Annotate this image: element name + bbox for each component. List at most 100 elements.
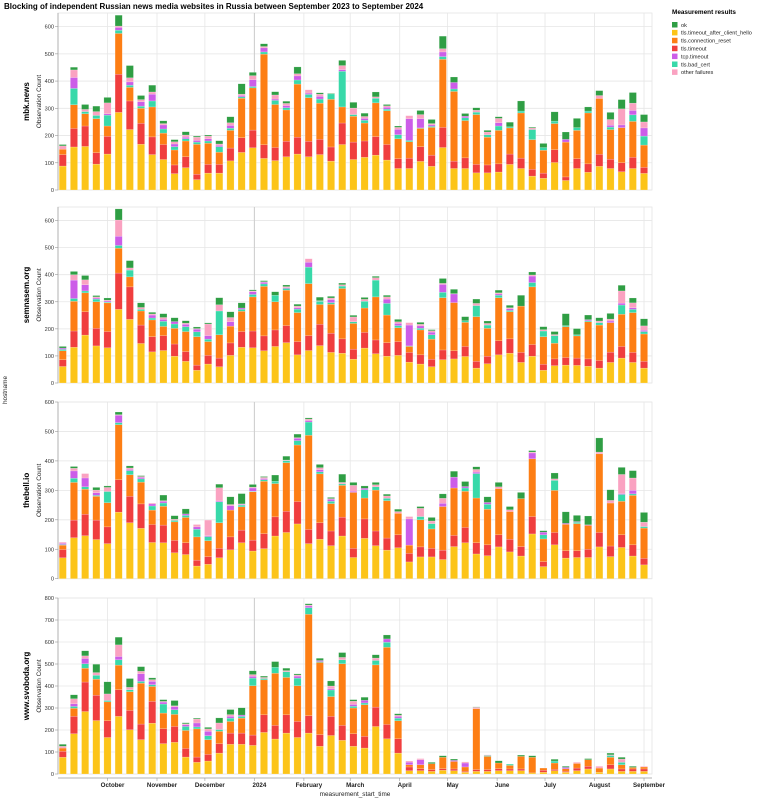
week-bar [506,305,514,384]
bar-segment-ok [360,113,369,117]
bar-segment-hello [327,545,335,579]
week-bar [237,83,246,191]
bar-segment-badcert [327,501,335,504]
bar-segment-reset [539,538,548,562]
week-bar [338,473,347,579]
week-bar [371,91,380,191]
bar-segment-reset [383,314,391,343]
bar-segment-tcp [70,470,78,479]
y-tick-label: 400 [45,684,54,690]
bar-segment-timeout [137,503,145,529]
bar-segment-timeout [506,539,514,553]
bar-segment-reset [58,148,67,155]
bar-segment-badcert [304,94,313,98]
week-bar [58,346,67,384]
bar-segment-ok [517,492,525,499]
week-bar [170,317,179,384]
bar-segment-hello [394,355,402,384]
bar-segment-ok [193,326,201,329]
week-bar [595,317,604,384]
facet-label: hostname [2,376,9,405]
bar-segment-ok [427,329,436,331]
bar-segment-badcert [606,126,615,130]
bar-segment-tcp [439,284,447,293]
bar-segment-badcert [260,479,268,482]
bar-segment-other [472,303,481,306]
bar-segment-badcert [360,301,369,309]
bar-segment-ok [271,91,279,96]
bar-segment-reset [360,497,369,520]
bar-segment-badcert [170,520,179,523]
bar-segment-hello [170,742,179,775]
bar-segment-badcert [103,114,112,127]
bar-segment-badcert [606,755,615,758]
bar-segment-badcert [226,717,235,722]
bar-segment-hello [249,347,257,384]
bar-segment-badcert [640,135,648,146]
week-bar [282,101,291,191]
bar-segment-ok [316,658,324,661]
week-bar [271,91,279,191]
bar-segment-reset [461,491,469,528]
week-bar [327,93,335,191]
week-bar [394,713,402,775]
bar-segment-reset [550,342,559,360]
week-bar [237,302,246,384]
bar-segment-other [327,685,335,689]
bar-segment-ok [629,92,637,104]
bar-segment-tcp [181,513,190,516]
bar-segment-badcert [483,755,492,757]
bar-segment-reset [103,302,112,332]
bar-segment-ok [92,295,101,298]
week-bar [472,298,481,384]
bar-segment-badcert [70,706,78,709]
bar-segment-other [316,467,324,470]
bar-segment-reset [81,488,89,515]
week-bar [640,318,648,384]
bar-segment-hello [58,557,67,579]
bar-segment-ok [293,673,302,676]
bar-segment-hello [640,564,648,579]
week-bar [629,470,637,579]
bar-segment-reset [427,763,436,770]
bar-segment-badcert [114,422,123,425]
bar-segment-ok [159,494,168,501]
bar-segment-reset [137,682,145,725]
bar-segment-timeout [517,157,525,169]
bar-segment-reset [349,707,358,734]
bar-segment-reset [506,511,514,540]
bar-segment-hello [606,168,615,191]
bar-segment-reset [103,502,112,528]
bar-segment-timeout [148,524,157,543]
bar-segment-timeout [450,768,458,771]
bar-segment-reset [561,326,570,358]
bar-segment-reset [271,673,279,726]
bar-segment-timeout [304,141,313,157]
bar-segment-hello [483,555,492,579]
bar-segment-other [70,698,78,705]
bar-segment-reset [427,528,436,549]
bar-segment-other [70,69,78,78]
bar-segment-timeout [126,100,134,130]
bar-segment-other [617,108,626,126]
bars [58,411,648,579]
bar-segment-hello [360,157,369,191]
bar-segment-timeout [472,769,481,772]
bar-segment-badcert [439,56,447,60]
bar-segment-hello [81,535,89,579]
bar-segment-tcp [316,96,324,100]
week-bar [360,485,369,579]
week-bar [103,97,112,191]
bar-segment-badcert [472,305,481,317]
bar-segment-reset [405,346,414,353]
bar-segment-ok [383,634,391,640]
bar-segment-other [629,102,637,111]
legend-label: tls.timeout_after_client_hello [681,31,752,37]
week-bar [584,515,592,579]
week-bar [181,508,190,579]
bar-segment-reset [360,122,369,142]
bar-segment-badcert [629,114,637,122]
bar-segment-ok [550,331,559,335]
bar-segment-timeout [103,136,112,155]
bar-segment-timeout [293,721,302,738]
